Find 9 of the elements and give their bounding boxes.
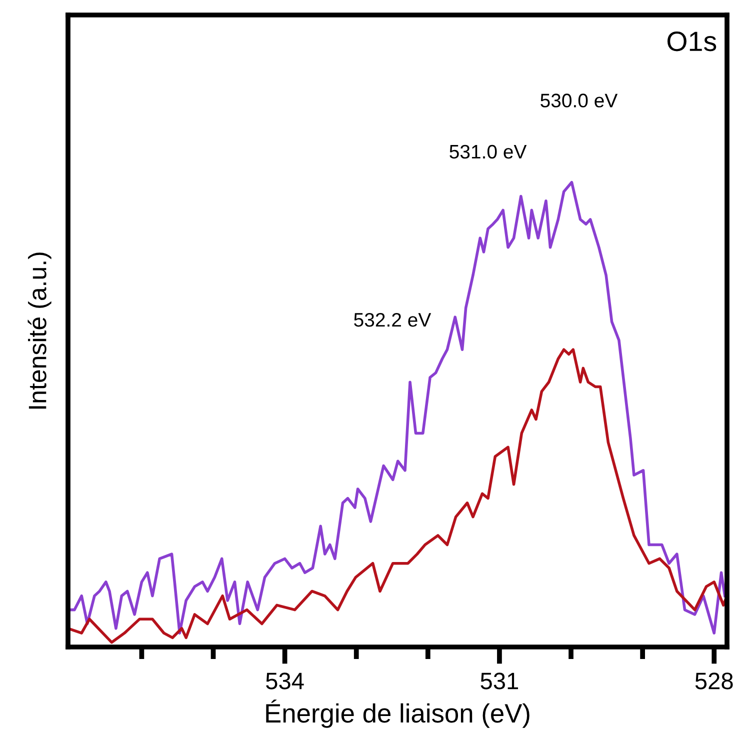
text: O1s (667, 32, 716, 52)
x-axis-title: Énergie de liaison (eV) (266, 700, 530, 728)
x-tick-label: 534 (266, 672, 304, 690)
text: 531.0 eV (450, 144, 527, 159)
x-tick-label: 528 (695, 672, 733, 690)
annotation: 532.2 eV (354, 312, 432, 327)
x-tick-label: 531 (480, 672, 518, 690)
y-axis-title: Intensité (a.u.) (28, 252, 52, 409)
text: 530.0 eV (540, 94, 618, 108)
